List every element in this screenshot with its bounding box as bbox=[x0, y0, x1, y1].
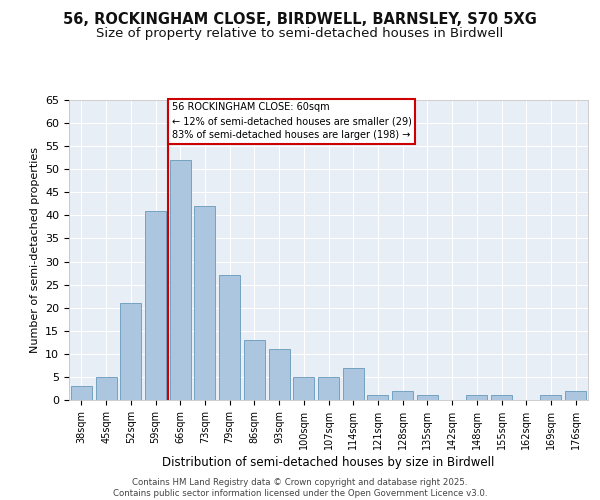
Bar bbox=[343, 368, 364, 400]
Y-axis label: Number of semi-detached properties: Number of semi-detached properties bbox=[29, 147, 40, 353]
Text: Contains HM Land Registry data © Crown copyright and database right 2025.
Contai: Contains HM Land Registry data © Crown c… bbox=[113, 478, 487, 498]
Bar bbox=[293, 377, 314, 400]
Bar bbox=[194, 206, 215, 400]
Bar bbox=[269, 349, 290, 400]
Bar bbox=[367, 396, 388, 400]
Bar bbox=[145, 211, 166, 400]
Bar bbox=[491, 396, 512, 400]
Bar bbox=[466, 396, 487, 400]
Bar bbox=[71, 386, 92, 400]
Bar bbox=[95, 377, 116, 400]
Bar bbox=[120, 303, 141, 400]
Text: Size of property relative to semi-detached houses in Birdwell: Size of property relative to semi-detach… bbox=[97, 28, 503, 40]
Bar bbox=[219, 276, 240, 400]
X-axis label: Distribution of semi-detached houses by size in Birdwell: Distribution of semi-detached houses by … bbox=[163, 456, 494, 469]
Text: 56, ROCKINGHAM CLOSE, BIRDWELL, BARNSLEY, S70 5XG: 56, ROCKINGHAM CLOSE, BIRDWELL, BARNSLEY… bbox=[63, 12, 537, 28]
Bar bbox=[244, 340, 265, 400]
Bar bbox=[417, 396, 438, 400]
Bar bbox=[565, 391, 586, 400]
Bar bbox=[170, 160, 191, 400]
Text: 56 ROCKINGHAM CLOSE: 60sqm
← 12% of semi-detached houses are smaller (29)
83% of: 56 ROCKINGHAM CLOSE: 60sqm ← 12% of semi… bbox=[172, 102, 412, 141]
Bar bbox=[318, 377, 339, 400]
Bar bbox=[541, 396, 562, 400]
Bar bbox=[392, 391, 413, 400]
